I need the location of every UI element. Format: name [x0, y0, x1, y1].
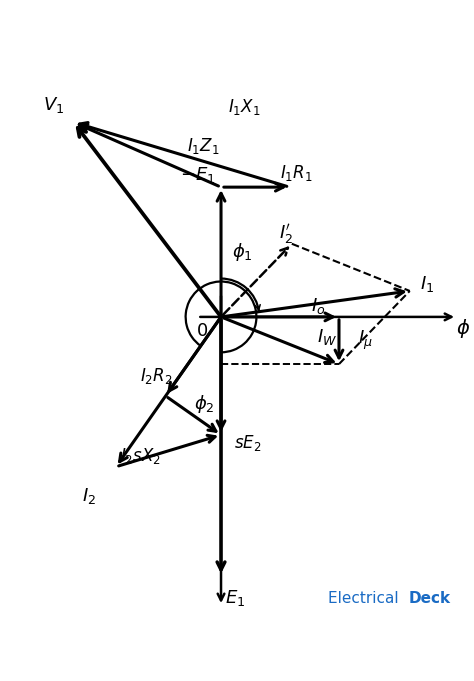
Text: $E_1$: $E_1$ — [225, 588, 246, 607]
Text: $V_1$: $V_1$ — [43, 95, 64, 114]
Text: Deck: Deck — [409, 591, 451, 606]
Text: $I_W$: $I_W$ — [317, 327, 337, 347]
Text: $sE_2$: $sE_2$ — [235, 433, 262, 453]
Text: $I_2 R_2$: $I_2 R_2$ — [140, 366, 173, 386]
Text: $\phi_1$: $\phi_1$ — [232, 241, 253, 263]
Text: $-E_1$: $-E_1$ — [180, 165, 215, 185]
Text: $I_\mu$: $I_\mu$ — [357, 329, 373, 352]
Text: $I_1 R_1$: $I_1 R_1$ — [280, 163, 313, 183]
Text: $I_2'$: $I_2'$ — [279, 222, 293, 247]
Text: $I_1 X_1$: $I_1 X_1$ — [228, 97, 261, 117]
Text: $I_2$: $I_2$ — [82, 486, 96, 506]
Text: Electrical: Electrical — [328, 591, 404, 606]
Text: $I_2 sX_2$: $I_2 sX_2$ — [120, 446, 161, 466]
Text: $0$: $0$ — [196, 322, 208, 340]
Text: $I_1$: $I_1$ — [420, 274, 435, 294]
Text: $\phi_2$: $\phi_2$ — [194, 393, 215, 415]
Text: $\phi$: $\phi$ — [456, 317, 470, 340]
Text: $I_1 Z_1$: $I_1 Z_1$ — [187, 136, 219, 156]
Text: $I_o$: $I_o$ — [310, 296, 325, 316]
